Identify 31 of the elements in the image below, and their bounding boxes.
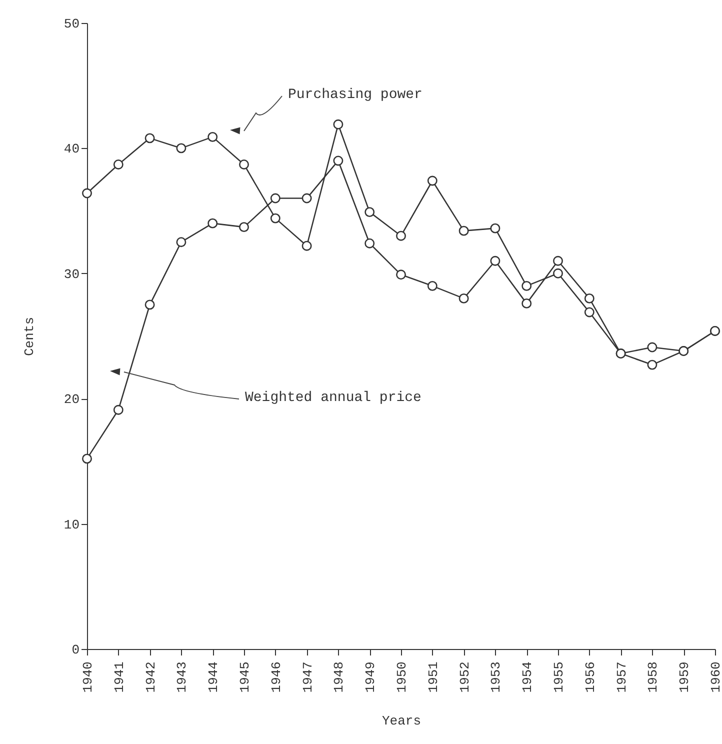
x-tick-label: 1951 [426,661,441,693]
x-tick-label: 1948 [332,662,347,693]
y-axis-title: Cents [22,316,37,356]
y-tick-label: 10 [64,517,80,532]
x-tick-label: 1954 [520,661,536,693]
x-tick-label: 1945 [238,662,252,693]
y-tick-label: 0 [72,642,80,658]
x-tick-label: 1947 [300,662,316,693]
x-tick-label: 1960 [708,662,722,693]
x-tick-label: 1956 [582,662,598,693]
x-tick-label: 1953 [488,662,504,693]
x-tick-label: 1959 [677,662,692,693]
x-tick-label: 1942 [143,662,158,693]
x-tick-label: 1949 [363,662,378,693]
annotation: Purchasing power [288,87,422,103]
x-tick-label: 1958 [646,662,661,693]
x-tick-label: 1940 [80,662,96,693]
x-tick-label: 1944 [206,661,222,693]
x-tick-label: 1946 [268,662,284,693]
y-tick-label: 20 [64,392,80,408]
x-tick-label: 1941 [112,661,127,693]
y-tick-label: 30 [64,266,80,282]
y-tick-label: 40 [64,142,80,157]
annotation: Weighted annual price [245,390,422,406]
x-tick-label: 1957 [614,662,630,693]
y-tick-label: 50 [64,16,80,32]
x-tick-label: 1952 [457,662,472,693]
x-tick-label: 1950 [394,662,410,693]
x-axis-title: Years [382,714,422,729]
x-tick-label: 1955 [552,662,566,693]
x-tick-label: 1943 [174,662,190,693]
